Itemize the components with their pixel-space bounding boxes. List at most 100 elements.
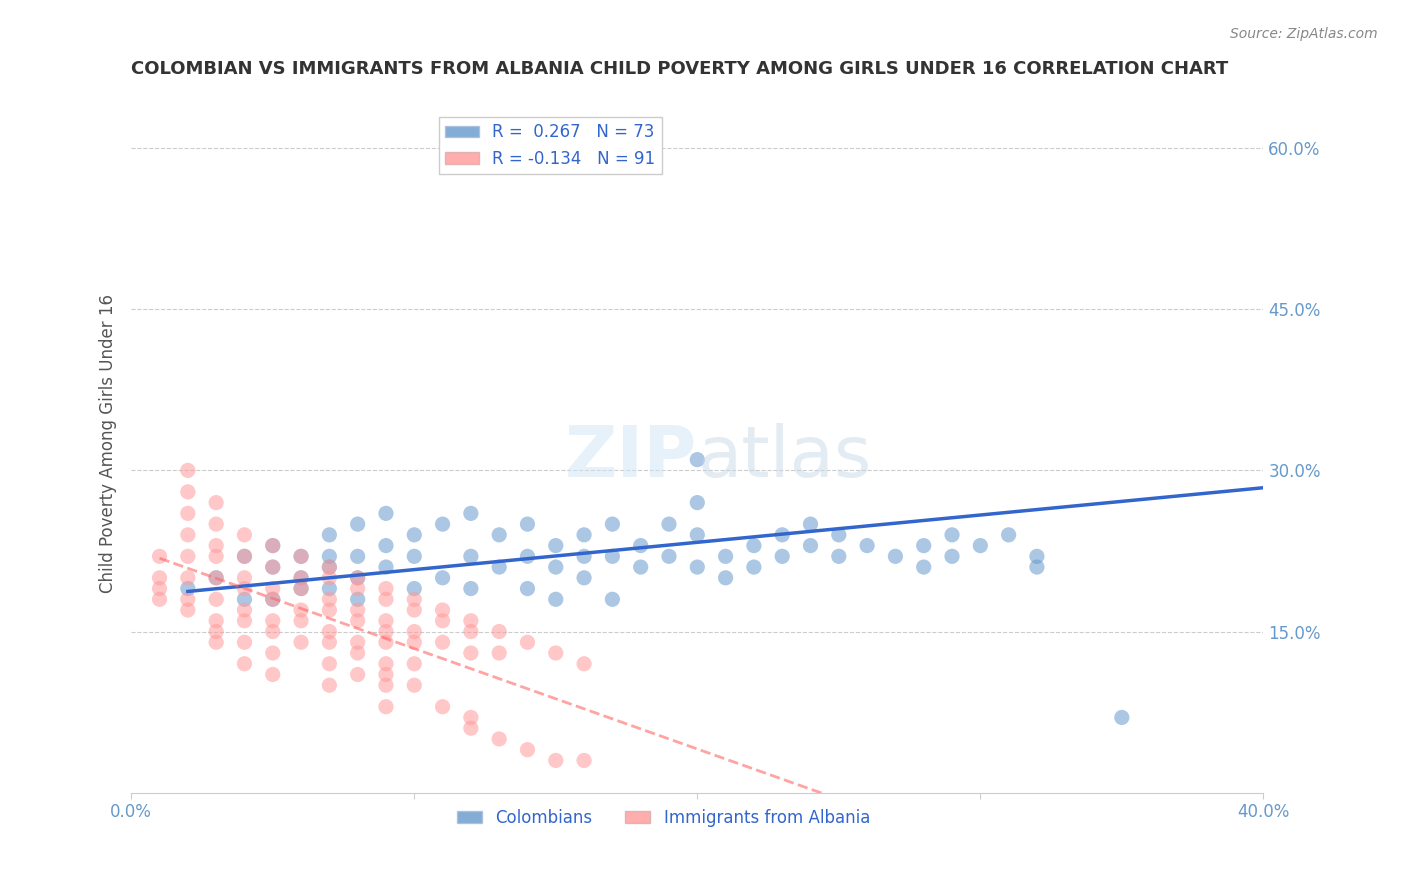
Colombians <box>714 549 737 564</box>
Colombians <box>686 452 709 467</box>
Colombians <box>799 539 821 553</box>
Immigrants from Albania <box>375 624 398 639</box>
Immigrants from Albania <box>205 624 228 639</box>
Immigrants from Albania <box>318 560 340 574</box>
Immigrants from Albania <box>375 582 398 596</box>
Immigrants from Albania <box>233 549 256 564</box>
Immigrants from Albania <box>177 603 200 617</box>
Immigrants from Albania <box>177 592 200 607</box>
Immigrants from Albania <box>177 528 200 542</box>
Colombians <box>658 549 681 564</box>
Legend: Colombians, Immigrants from Albania: Colombians, Immigrants from Albania <box>450 802 877 833</box>
Text: Source: ZipAtlas.com: Source: ZipAtlas.com <box>1230 27 1378 41</box>
Colombians <box>686 528 709 542</box>
Colombians <box>262 560 284 574</box>
Immigrants from Albania <box>233 528 256 542</box>
Immigrants from Albania <box>233 657 256 671</box>
Text: atlas: atlas <box>697 423 872 492</box>
Colombians <box>262 592 284 607</box>
Immigrants from Albania <box>290 571 312 585</box>
Immigrants from Albania <box>544 753 567 767</box>
Colombians <box>460 549 482 564</box>
Colombians <box>544 539 567 553</box>
Immigrants from Albania <box>346 614 368 628</box>
Colombians <box>460 507 482 521</box>
Colombians <box>856 539 879 553</box>
Colombians <box>770 528 793 542</box>
Immigrants from Albania <box>205 571 228 585</box>
Immigrants from Albania <box>404 624 426 639</box>
Immigrants from Albania <box>346 603 368 617</box>
Immigrants from Albania <box>404 678 426 692</box>
Immigrants from Albania <box>148 582 170 596</box>
Immigrants from Albania <box>205 549 228 564</box>
Immigrants from Albania <box>233 571 256 585</box>
Immigrants from Albania <box>205 635 228 649</box>
Colombians <box>686 495 709 509</box>
Immigrants from Albania <box>346 646 368 660</box>
Colombians <box>346 517 368 532</box>
Colombians <box>941 549 963 564</box>
Immigrants from Albania <box>516 742 538 756</box>
Immigrants from Albania <box>318 624 340 639</box>
Immigrants from Albania <box>290 549 312 564</box>
Colombians <box>290 549 312 564</box>
Colombians <box>177 582 200 596</box>
Immigrants from Albania <box>460 646 482 660</box>
Colombians <box>658 517 681 532</box>
Colombians <box>572 549 595 564</box>
Immigrants from Albania <box>318 635 340 649</box>
Immigrants from Albania <box>375 635 398 649</box>
Immigrants from Albania <box>262 592 284 607</box>
Immigrants from Albania <box>346 635 368 649</box>
Immigrants from Albania <box>488 646 510 660</box>
Immigrants from Albania <box>205 592 228 607</box>
Colombians <box>432 571 454 585</box>
Text: ZIP: ZIP <box>565 423 697 492</box>
Immigrants from Albania <box>460 721 482 735</box>
Colombians <box>969 539 991 553</box>
Immigrants from Albania <box>516 635 538 649</box>
Immigrants from Albania <box>262 539 284 553</box>
Colombians <box>828 528 851 542</box>
Colombians <box>290 582 312 596</box>
Immigrants from Albania <box>375 667 398 681</box>
Immigrants from Albania <box>205 539 228 553</box>
Immigrants from Albania <box>205 614 228 628</box>
Colombians <box>460 582 482 596</box>
Colombians <box>742 539 765 553</box>
Colombians <box>404 549 426 564</box>
Colombians <box>742 560 765 574</box>
Immigrants from Albania <box>375 614 398 628</box>
Immigrants from Albania <box>375 657 398 671</box>
Colombians <box>912 560 935 574</box>
Colombians <box>572 571 595 585</box>
Immigrants from Albania <box>262 624 284 639</box>
Immigrants from Albania <box>262 582 284 596</box>
Colombians <box>602 549 624 564</box>
Immigrants from Albania <box>233 635 256 649</box>
Immigrants from Albania <box>177 571 200 585</box>
Colombians <box>318 549 340 564</box>
Immigrants from Albania <box>432 614 454 628</box>
Immigrants from Albania <box>290 582 312 596</box>
Immigrants from Albania <box>318 603 340 617</box>
Colombians <box>602 517 624 532</box>
Immigrants from Albania <box>488 624 510 639</box>
Colombians <box>1111 710 1133 724</box>
Immigrants from Albania <box>262 667 284 681</box>
Immigrants from Albania <box>432 699 454 714</box>
Immigrants from Albania <box>262 646 284 660</box>
Immigrants from Albania <box>177 484 200 499</box>
Colombians <box>488 528 510 542</box>
Colombians <box>262 539 284 553</box>
Immigrants from Albania <box>318 571 340 585</box>
Colombians <box>233 549 256 564</box>
Colombians <box>912 539 935 553</box>
Immigrants from Albania <box>233 614 256 628</box>
Immigrants from Albania <box>404 592 426 607</box>
Colombians <box>884 549 907 564</box>
Immigrants from Albania <box>544 646 567 660</box>
Immigrants from Albania <box>177 549 200 564</box>
Colombians <box>572 528 595 542</box>
